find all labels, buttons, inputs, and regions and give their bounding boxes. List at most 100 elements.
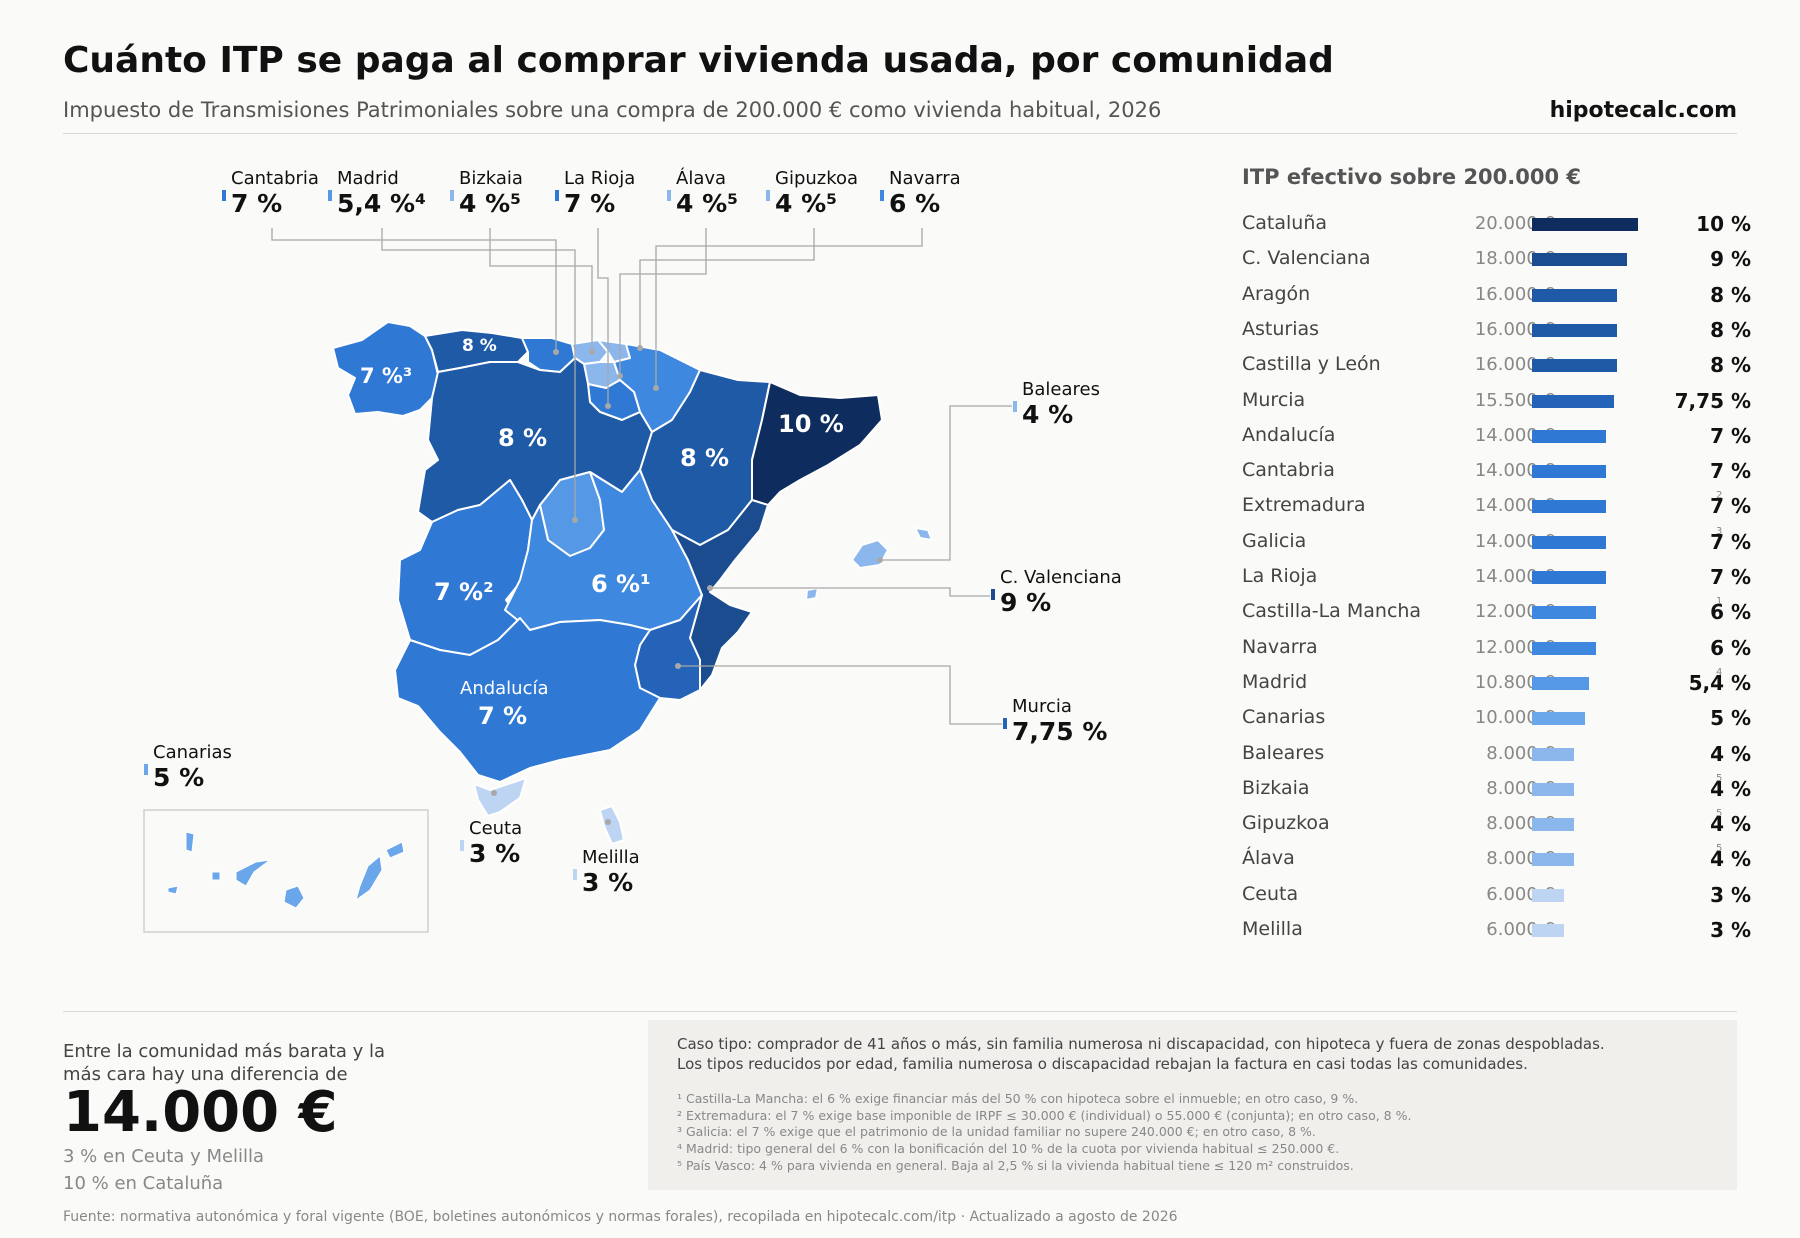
ranking-bar [1532,429,1607,443]
ranking-rate: 4 % [1710,847,1751,872]
callout-name: C. Valenciana [1000,567,1122,588]
callout-name: Navarra [889,168,961,189]
ranking-region-name: Navarra [1242,635,1318,658]
ranking-region-name: Andalucía [1242,423,1336,446]
callout-rate: 5 % [153,763,205,792]
callout-canarias: Canarias 5 % [144,742,232,793]
case-description: Caso tipo: comprador de 41 años o más, s… [677,1035,1605,1053]
ranking-rate: 7 % [1710,529,1751,554]
ranking-rate: 7,75 % [1674,388,1751,413]
callout-rate: 7,75 % [1012,717,1108,746]
ranking-region-name: Castilla-La Mancha [1242,600,1422,623]
ranking-row: Castilla y León 16.000 €8 % [1242,353,1751,387]
ranking-rate: 6 % [1710,600,1751,625]
callout-swatch [991,589,995,600]
ranking-region-name: C. Valenciana [1242,247,1371,270]
ranking-rate: 8 % [1710,282,1751,307]
callout-name: Gipuzkoa [775,168,859,189]
leader-navarra [655,228,923,388]
ranking-row: Extremadura 14.000 €7 % 2 [1242,490,1751,528]
callout-name: Cantabria [231,168,319,189]
callout-valenciana: C. Valenciana 9 % [991,567,1122,618]
header-divider [63,133,1737,134]
ranking-bar [1532,818,1575,832]
marker-melilla [605,819,611,825]
region-melilla [599,805,625,845]
ranking-bar [1532,465,1607,479]
callout-rate: 4 % [1022,400,1074,429]
callout-rate: 7 % [564,189,616,218]
leader-bizkaia [489,228,593,352]
ranking-row: Navarra 12.000 €6 % [1242,635,1751,670]
canarias-tenerife [235,859,271,887]
difference-low: 3 % en Ceuta y Melilla [63,1146,265,1167]
callout-swatch [1013,401,1017,412]
ranking-region-name: Castilla y León [1242,353,1381,376]
difference-intro: Entre la comunidad más barata y la más c… [63,1041,386,1085]
leader-baleares [880,405,1012,561]
ranking-rate: 7 % [1710,459,1751,484]
ranking-rate: 8 % [1710,353,1751,378]
footnote-1: ¹ Castilla-La Mancha: el 6 % exige finan… [677,1091,1359,1106]
map-label-asturias: 8 % [462,336,497,356]
ranking-row: Asturias 16.000 €8 % [1242,317,1751,352]
ranking-region-name: Cantabria [1242,459,1335,482]
callout-swatch [1003,718,1007,729]
ranking-bar [1532,747,1575,761]
ranking-rate: 7 % [1710,565,1751,589]
map-label-aragon: 8 % [680,444,730,472]
ranking-region-name: Cataluña [1242,212,1328,234]
region-valenciana [671,499,769,691]
callout-swatch [766,190,770,201]
region-andalucia [394,617,661,783]
ranking-row: Andalucía 14.000 €7 % [1242,423,1751,458]
ranking-region-name: Galicia [1242,529,1307,552]
ranking-region-name: Álava [1242,847,1295,870]
ranking-bar [1532,500,1607,514]
map-label-castilla-leon: 8 % [498,424,548,452]
callout-rate: 3 % [582,868,634,897]
ranking-rate: 4 % [1710,812,1751,837]
callout-baleares: Baleares 4 % [1013,379,1100,430]
marker-gipuzkoa [637,345,643,351]
ranking-row: Ceuta 6.000 €3 % [1242,883,1751,917]
brand-logo: hipotecalc.com [1549,98,1737,123]
region-cataluna [751,381,883,506]
footnote-5: ⁵ País Vasco: 4 % para vivienda en gener… [677,1158,1354,1173]
callout-rate: 9 % [1000,588,1052,617]
callout-name: Canarias [153,742,232,763]
ranking-bar [1532,323,1617,337]
callout-swatch [573,869,577,880]
callout-alava: Álava 4 %⁵ [667,168,738,219]
ranking-footnote-ref: 5 [1716,843,1723,855]
ranking-rate: 5 % [1710,706,1751,731]
ranking-row: Baleares 8.000 €4 % [1242,742,1751,776]
ranking-rate: 6 % [1710,635,1751,660]
callout-name: Álava [676,168,727,189]
marker-ceuta [491,790,497,796]
marker-navarra [653,385,659,391]
chart-title: Cuánto ITP se paga al comprar vivienda u… [63,40,1334,81]
callout-melilla: Melilla 3 % [573,847,640,898]
footnote-2: ² Extremadura: el 7 % exige base imponib… [677,1108,1412,1123]
ranking-bar [1532,359,1617,373]
region-ceuta [473,777,527,817]
callout-rate: 7 % [231,189,283,218]
ranking-region-name: Murcia [1242,388,1306,411]
ranking-title: ITP efectivo sobre 200.000 € [1242,165,1582,189]
canarias-el-hierro [167,885,179,895]
callout-swatch [667,190,671,201]
region-galicia [332,321,439,417]
marker-baleares [877,557,883,563]
ranking-region-name: Asturias [1242,317,1320,340]
ranking-bar [1532,853,1575,867]
notes-box [648,1020,1737,1190]
footer-divider [63,1011,1737,1012]
difference-amount: 14.000 € [63,1080,338,1145]
canarias-la-gomera [211,871,221,881]
ranking-footnote-ref: 2 [1716,490,1723,502]
callout-name: Melilla [582,847,640,868]
callout-gipuzkoa: Gipuzkoa 4 %⁵ [766,168,858,219]
callout-swatch [328,190,332,201]
callout-navarra: Navarra 6 % [880,168,961,219]
